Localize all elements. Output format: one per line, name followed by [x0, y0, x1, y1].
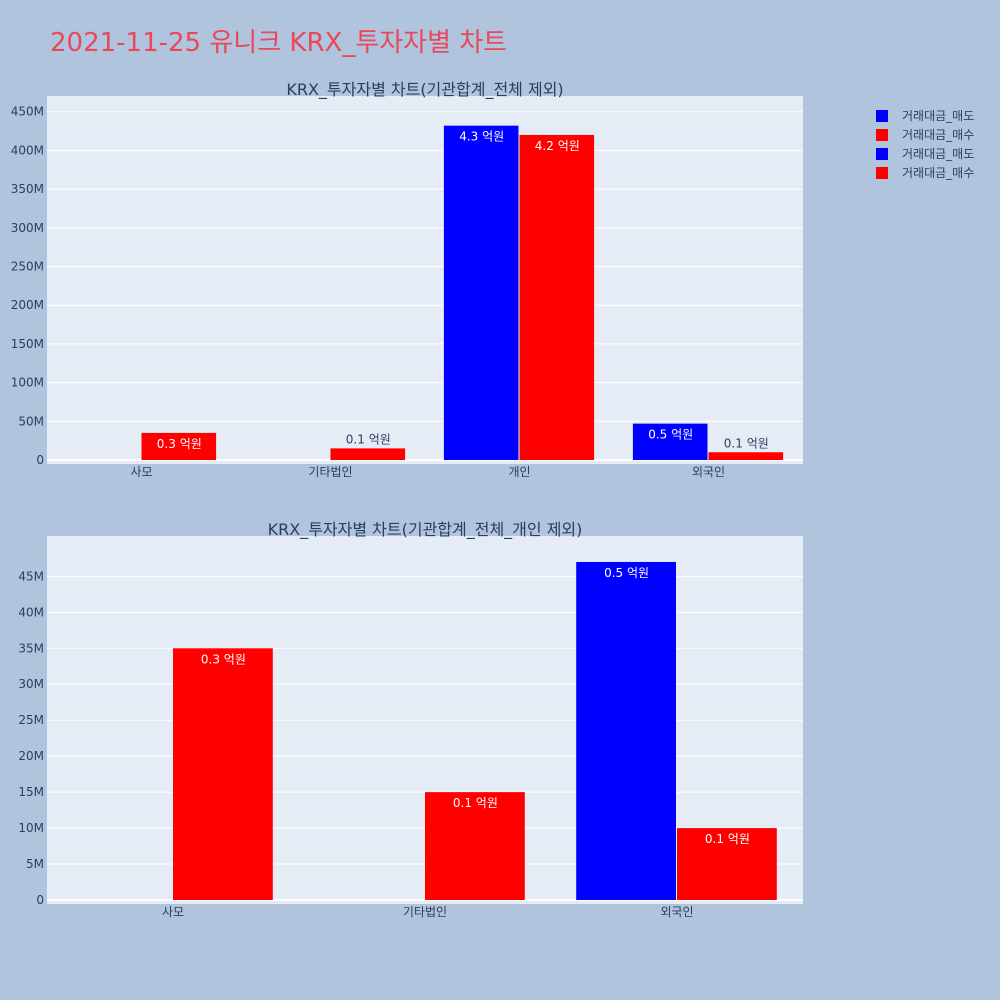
- x-tick-label: 외국인: [692, 465, 725, 479]
- bar: [141, 432, 217, 460]
- y-tick-label: 100M: [11, 376, 44, 390]
- legend-item[interactable]: 거래대금_매도: [876, 106, 974, 125]
- bar: [330, 448, 406, 460]
- x-tick-label: 사모: [162, 905, 184, 919]
- y-tick-label: 250M: [11, 260, 44, 274]
- legend-swatch: [876, 109, 888, 122]
- y-tick-label: 35M: [18, 641, 44, 655]
- chart-title: KRX_투자자별 차트(기관합계_전체 제외): [286, 80, 563, 100]
- y-tick-label: 50M: [18, 414, 44, 428]
- y-tick-label: 30M: [18, 677, 44, 691]
- data-label: 4.2 억원: [535, 139, 580, 153]
- y-tick-label: 20M: [18, 749, 44, 763]
- bar: [173, 648, 273, 900]
- data-label: 4.3 억원: [459, 130, 504, 144]
- bar: [443, 125, 519, 461]
- plot-area: [47, 96, 803, 464]
- legend-swatch: [876, 128, 888, 141]
- page-title: 2021-11-25 유니크 KRX_투자자별 차트: [50, 28, 508, 58]
- data-label: 0.5 억원: [648, 428, 693, 442]
- y-tick-label: 400M: [11, 143, 44, 157]
- bar: [677, 828, 777, 900]
- data-label: 0.5 억원: [604, 566, 649, 580]
- bar: [632, 423, 708, 460]
- y-tick-label: 15M: [18, 785, 44, 799]
- y-tick-label: 10M: [18, 821, 44, 835]
- y-tick-label: 40M: [18, 605, 44, 619]
- data-label: 0.3 억원: [157, 437, 202, 451]
- y-tick-label: 450M: [11, 105, 44, 119]
- data-label: 0.1 억원: [724, 436, 769, 450]
- x-tick-label: 개인: [508, 465, 530, 479]
- y-tick-label: 0: [36, 453, 44, 467]
- legend-swatch: [876, 147, 888, 160]
- x-tick-label: 외국인: [660, 905, 693, 919]
- legend[interactable]: 거래대금_매도 거래대금_매수 거래대금_매도 거래대금_매수: [876, 106, 974, 182]
- legend-item[interactable]: 거래대금_매도: [876, 144, 974, 163]
- y-tick-label: 25M: [18, 713, 44, 727]
- x-tick-label: 기타법인: [308, 465, 352, 479]
- legend-label: 거래대금_매도: [902, 109, 975, 123]
- y-tick-label: 150M: [11, 337, 44, 351]
- chart-title: KRX_투자자별 차트(기관합계_전체_개인 제외): [268, 520, 583, 540]
- legend-label: 거래대금_매수: [902, 166, 975, 180]
- data-label: 0.1 억원: [705, 832, 750, 846]
- y-tick-label: 200M: [11, 298, 44, 312]
- legend-item[interactable]: 거래대금_매수: [876, 163, 974, 182]
- x-tick-label: 사모: [130, 465, 152, 479]
- y-tick-label: 0: [36, 893, 44, 907]
- legend-item[interactable]: 거래대금_매수: [876, 125, 974, 144]
- data-label: 0.1 억원: [346, 432, 391, 446]
- y-tick-label: 350M: [11, 182, 44, 196]
- data-label: 0.1 억원: [453, 796, 498, 810]
- legend-swatch: [876, 166, 888, 179]
- legend-label: 거래대금_매도: [902, 147, 975, 161]
- x-tick-label: 기타법인: [403, 905, 447, 919]
- bar: [576, 561, 676, 900]
- legend-label: 거래대금_매수: [902, 128, 975, 142]
- y-tick-label: 5M: [26, 857, 44, 871]
- bar: [519, 134, 595, 460]
- bar: [425, 792, 525, 900]
- y-tick-label: 300M: [11, 221, 44, 235]
- y-tick-label: 45M: [18, 569, 44, 583]
- data-label: 0.3 억원: [201, 652, 246, 666]
- bar: [708, 452, 784, 460]
